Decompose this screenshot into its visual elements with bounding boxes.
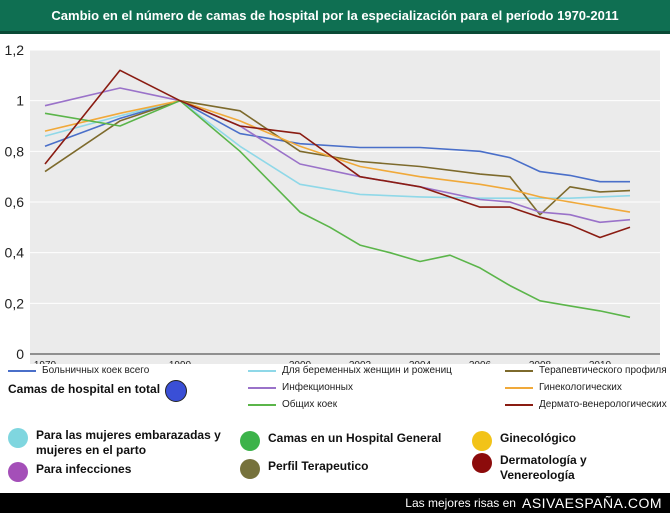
legend-label: Больничных коек всего <box>42 365 150 376</box>
legend-item-infection-ru: Инфекционных <box>248 382 353 393</box>
legend-swatch <box>505 386 533 389</box>
legend-item-pregnant-ru: Для беременных женщин и рожениц <box>248 365 452 376</box>
legend-item-total-ru: Больничных коек всего <box>8 365 149 376</box>
legend-label-pregnant: Para las mujeres embarazadas y mujeres e… <box>36 428 221 457</box>
legend-label: Для беременных женщин и рожениц <box>282 365 452 376</box>
legend-label-gyn: Ginecológico <box>500 431 577 445</box>
legend-swatch <box>248 386 276 389</box>
legend-dot-infection <box>8 462 28 482</box>
y-tick-label: 1 <box>16 93 24 109</box>
legend-swatch <box>505 403 533 406</box>
legend-item-derm: Dermatología y Venereología <box>472 453 662 483</box>
legend-dot-gyn <box>472 431 492 451</box>
plot-area <box>30 50 660 364</box>
x-tick-label: 2000 <box>289 360 312 364</box>
x-tick-label: 1970 <box>34 360 57 364</box>
x-tick-label: 2008 <box>529 360 552 364</box>
legend-dot-pregnant <box>8 428 28 448</box>
legend-swatch <box>248 369 276 372</box>
legend-item-infection: Para infecciones <box>8 462 233 482</box>
legend-dot-therapeutic <box>240 459 260 479</box>
legend-item-pregnant: Para las mujeres embarazadas y mujeres e… <box>8 428 233 458</box>
y-tick-label: 1,2 <box>5 42 25 58</box>
legend-label: Инфекционных <box>282 382 353 393</box>
legend-swatch <box>8 369 36 372</box>
legend-swatch <box>248 403 276 406</box>
legend-label: Дермато-венерологических <box>539 399 667 410</box>
legend-item-general: Camas en un Hospital General <box>240 431 465 451</box>
chart-title: Cambio en el número de camas de hospital… <box>0 0 670 34</box>
legend-swatch <box>505 369 533 372</box>
legend-item-therapeutic: Perfil Terapeutico <box>240 459 465 479</box>
legend-label-general: Camas en un Hospital General <box>268 431 442 445</box>
legend-item-derm-ru: Дермато-венерологических <box>505 399 667 410</box>
legend-label-therapeutic: Perfil Terapeutico <box>268 459 369 473</box>
line-chart: 0 0,2 0,4 0,6 0,8 1 1,2 1970 1990 2000 2002 2004 200… <box>5 42 660 364</box>
legend-item-therapeutic-ru: Терапевтического профиля <box>505 365 667 376</box>
total-legend-label: Camas de hospital en total <box>8 382 161 396</box>
legend-label: Терапевтического профиля <box>539 365 667 376</box>
legend-dot-derm <box>472 453 492 473</box>
legend-label: Гинекологических <box>539 382 622 393</box>
bottom-banner: Las mejores risas en ASIVAESPAÑA.COM <box>0 493 670 513</box>
x-tick-label: 2006 <box>469 360 492 364</box>
series-line <box>44 69 631 239</box>
legend-item-gyn-ru: Гинекологических <box>505 382 622 393</box>
legend-label: Общих коек <box>282 399 338 410</box>
y-tick-label: 0,8 <box>5 143 25 159</box>
legend-item-gyn: Ginecológico <box>472 431 662 451</box>
banner-brand[interactable]: ASIVAESPAÑA.COM <box>521 495 662 511</box>
legend-item-general-ru: Общих коек <box>248 399 337 410</box>
x-tick-label: 2004 <box>409 360 432 364</box>
y-tick-label: 0,6 <box>5 194 25 210</box>
legend-label-infection: Para infecciones <box>36 462 132 476</box>
x-tick-label: 1990 <box>169 360 192 364</box>
x-tick-label: 2010 <box>589 360 612 364</box>
y-tick-label: 0 <box>16 346 24 362</box>
y-tick-label: 0,2 <box>5 295 25 311</box>
legend-dot-general <box>240 431 260 451</box>
banner-prefix: Las mejores risas en <box>405 496 516 510</box>
series-line <box>44 99 631 319</box>
total-legend-dot <box>165 380 187 402</box>
x-tick-label: 2002 <box>349 360 372 364</box>
y-tick-label: 0,4 <box>5 245 25 261</box>
legend-label-derm: Dermatología y Venereología <box>500 453 587 482</box>
